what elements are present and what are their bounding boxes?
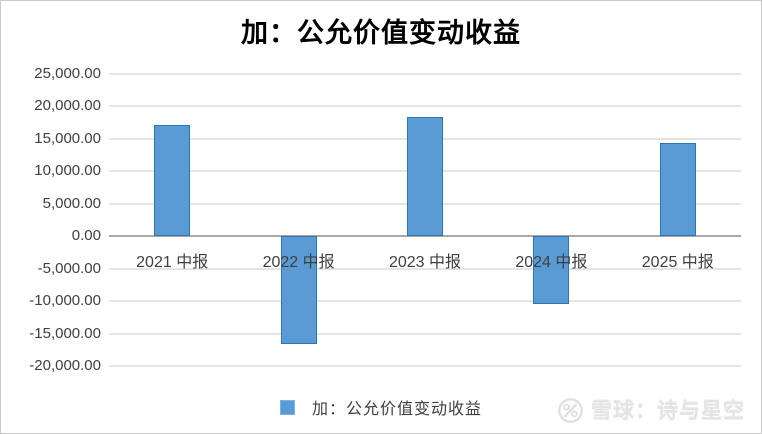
y-axis-tick-label: 5,000.00: [42, 194, 101, 212]
y-axis-tick-label: 20,000.00: [34, 97, 101, 115]
gridline: [109, 73, 741, 75]
x-axis-category-label: 2024 中报: [515, 254, 588, 272]
xueqiu-logo-icon: [558, 397, 583, 423]
y-axis-tick-label: 25,000.00: [34, 65, 101, 82]
y-axis-tick-label: -10,000.00: [29, 292, 101, 310]
gridline: [109, 300, 741, 303]
gridline: [109, 267, 741, 270]
x-axis-category-label: 2021 中报: [136, 254, 209, 272]
zero-axis-line: [109, 235, 741, 238]
bar-2025-中报: [659, 142, 696, 237]
legend-label: 加：公允价值变动收益: [311, 401, 482, 418]
y-axis-tick-label: -15,000.00: [29, 324, 101, 342]
chart-title: 加：公允价值变动收益: [241, 18, 521, 48]
y-axis-tick-label: 10,000.00: [34, 162, 101, 180]
x-axis-category-label: 2023 中报: [388, 254, 462, 272]
bar-2022-中报: [280, 236, 317, 344]
legend-swatch-icon: [279, 399, 295, 415]
y-axis-tick-label: -20,000.00: [29, 357, 101, 374]
y-axis-tick-label: 0.00: [71, 227, 101, 245]
y-axis-tick-label: -5,000.00: [37, 259, 101, 277]
legend: 加：公允价值变动收益: [1, 395, 761, 419]
x-axis-category-label: 2022 中报: [262, 254, 335, 272]
y-axis-tick-label: 15,000.00: [34, 129, 101, 147]
bar-2021-中报: [154, 125, 191, 237]
watermark: 雪球：诗与星空: [557, 395, 745, 425]
x-axis-category-label: 2025 中报: [641, 254, 714, 272]
bar-2024-中报: [533, 236, 570, 304]
watermark-brand: 雪球：诗与星空: [591, 400, 745, 423]
gridline: [109, 332, 741, 335]
gridline: [109, 365, 741, 367]
gridline: [109, 105, 741, 108]
bar-2023-中报: [407, 117, 443, 237]
